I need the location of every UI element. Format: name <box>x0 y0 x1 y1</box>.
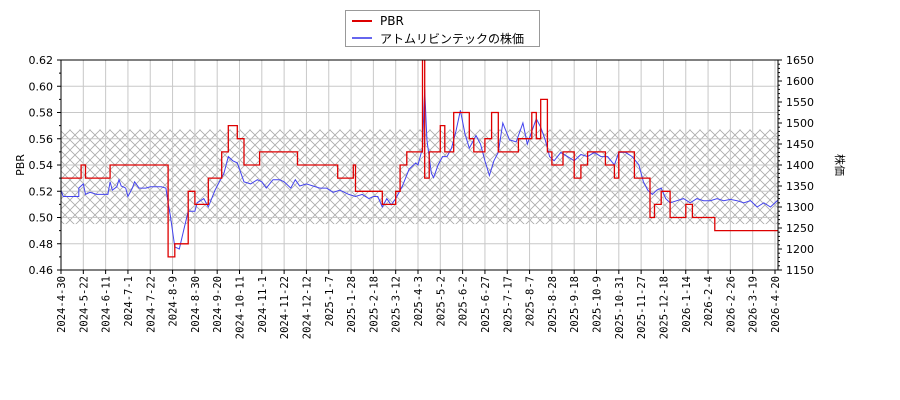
x-tick-label: 2024-10-11 <box>235 276 247 339</box>
y-tick-left-label: 0.56 <box>29 133 54 146</box>
x-tick-label: 2024-11-1 <box>257 276 269 333</box>
y-tick-left-label: 0.62 <box>29 54 54 67</box>
x-tick-label: 2026-2-26 <box>725 276 737 333</box>
x-tick-label: 2024-6-11 <box>101 276 113 333</box>
y-tick-right-label: 1650 <box>786 54 814 67</box>
y-tick-right-label: 1450 <box>786 138 814 151</box>
y-tick-right-label: 1500 <box>786 117 814 130</box>
x-tick-label: 2024-5-22 <box>78 276 90 333</box>
legend-label-price: アトムリビンテックの株価 <box>380 31 525 46</box>
x-axis: 2024-4-30 2024-5-22 2024-6-11 2024-7-1 2024-… <box>56 270 782 339</box>
price-line <box>61 89 778 250</box>
y-tick-right-label: 1250 <box>786 222 814 235</box>
y-axis-right: 1150 1200 1250 1300 1350 1400 1450 1500 1550 1600… <box>778 54 814 277</box>
legend: PBR アトムリビンテックの株価 <box>345 10 540 47</box>
legend-item-price: アトムリビンテックの株価 <box>346 30 524 46</box>
x-tick-label: 2024-7-22 <box>145 276 157 333</box>
legend-label-pbr: PBR <box>380 14 404 28</box>
x-tick-label: 2024-7-1 <box>123 276 135 327</box>
grid <box>60 59 778 271</box>
x-tick-label: 2026-3-19 <box>748 276 760 333</box>
y-tick-right-label: 1150 <box>786 264 814 277</box>
y-tick-left-label: 0.50 <box>29 212 54 225</box>
y-tick-right-label: 1300 <box>786 201 814 214</box>
y-tick-left-label: 0.46 <box>29 264 54 277</box>
y-tick-right-label: 1200 <box>786 243 814 256</box>
legend-swatch-pbr <box>352 20 372 22</box>
x-tick-label: 2025-6-27 <box>480 276 492 333</box>
x-tick-label: 2026-4-20 <box>770 276 782 333</box>
x-tick-label: 2025-1-28 <box>346 276 358 333</box>
x-tick-label: 2025-11-27 <box>636 276 648 339</box>
x-tick-label: 2025-3-12 <box>391 276 403 333</box>
y-axis-left: 0.46 0.48 0.50 0.52 0.54 0.56 0.58 0.60 0.62 <box>29 54 61 277</box>
x-tick-label: 2024-12-12 <box>301 276 313 339</box>
hatch-band <box>61 129 778 225</box>
x-tick-label: 2025-8-7 <box>525 276 537 327</box>
x-tick-label: 2025-4-3 <box>413 276 425 327</box>
y-axis-right-label: 株価 <box>833 154 847 176</box>
y-tick-right-label: 1550 <box>786 96 814 109</box>
x-tick-label: 2025-9-18 <box>569 276 581 333</box>
x-tick-label: 2025-7-17 <box>502 276 514 333</box>
y-tick-left-label: 0.54 <box>29 159 54 172</box>
y-tick-left-label: 0.58 <box>29 107 54 120</box>
x-tick-label: 2025-2-18 <box>368 276 380 333</box>
x-tick-label: 2024-11-22 <box>279 276 291 339</box>
legend-item-pbr: PBR <box>346 13 404 29</box>
y-tick-left-label: 0.52 <box>29 185 54 198</box>
x-tick-label: 2025-6-2 <box>458 276 470 327</box>
pbr-line <box>61 60 778 258</box>
y-tick-left-label: 0.48 <box>29 238 54 251</box>
y-axis-left-label: PBR <box>14 154 27 176</box>
x-tick-label: 2025-12-18 <box>658 276 670 339</box>
x-tick-label: 2026-2-4 <box>703 276 715 327</box>
x-tick-label: 2024-4-30 <box>56 276 68 333</box>
x-tick-label: 2024-8-30 <box>190 276 202 333</box>
x-tick-label: 2025-5-2 <box>435 276 447 327</box>
x-tick-label: 2024-9-20 <box>212 276 224 333</box>
y-tick-left-label: 0.60 <box>29 80 54 93</box>
legend-swatch-price <box>352 37 372 39</box>
x-tick-label: 2025-1-7 <box>324 276 336 327</box>
x-tick-label: 2026-1-14 <box>681 276 693 333</box>
x-tick-label: 2025-10-9 <box>592 276 604 333</box>
x-tick-label: 2025-8-28 <box>547 276 559 333</box>
y-tick-right-label: 1400 <box>786 159 814 172</box>
y-tick-right-label: 1600 <box>786 75 814 88</box>
x-tick-label: 2024-8-9 <box>168 276 180 327</box>
y-tick-right-label: 1350 <box>786 180 814 193</box>
x-tick-label: 2025-10-31 <box>614 276 626 339</box>
